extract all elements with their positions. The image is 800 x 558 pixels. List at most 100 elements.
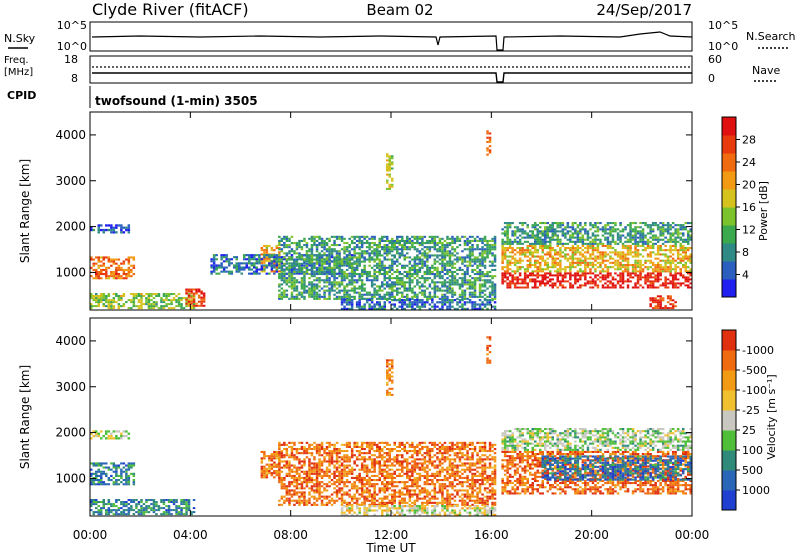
power-cell [584,258,587,260]
power-cell [416,238,419,240]
power-cell [336,296,339,298]
velocity-cell [165,511,168,513]
power-cell [333,250,336,252]
power-cell [567,266,570,268]
power-cell [373,306,376,308]
power-cell [363,261,366,263]
power-cell [185,303,188,305]
power-cell [98,229,101,231]
power-cell [544,264,547,266]
power-cell [579,247,582,249]
power-cell [391,180,394,182]
velocity-cell [133,501,136,503]
power-cell [389,155,392,157]
velocity-cell [125,505,128,507]
power-cell [449,263,452,265]
power-cell [521,260,524,262]
velocity-cell [103,462,106,464]
power-cell [118,303,121,305]
power-cell [368,294,371,296]
power-cell [384,271,387,273]
power-cell [534,243,537,245]
power-cell [662,307,665,309]
power-cell [685,239,688,241]
power-cell [514,284,517,286]
power-cell [454,259,457,261]
power-cell [674,243,677,245]
power-cell [113,227,116,229]
velocity-cell [273,466,276,468]
power-cell [271,267,274,269]
power-cell [584,266,587,268]
power-cell [414,265,417,267]
velocity-cell [103,473,106,475]
velocity-cell [95,435,98,437]
power-cell [140,295,143,297]
power-colorbar-swatch [722,189,736,208]
power-cell [652,301,655,303]
power-cell [411,275,414,277]
power-cell [634,239,637,241]
power-cell [263,262,266,264]
power-cell [394,244,397,246]
power-cell [303,238,306,240]
power-cell [351,254,354,256]
power-cell [100,256,103,258]
power-cell [599,276,602,278]
power-cell [572,228,575,230]
power-cell [619,264,622,266]
power-cell [308,292,311,294]
power-cell [466,256,469,258]
power-cell [368,242,371,244]
power-cell [607,247,610,249]
power-cell [373,250,376,252]
power-cell [469,294,472,296]
power-cell [368,299,371,301]
power-cell [506,230,509,232]
power-cell [461,279,464,281]
power-cell [113,273,116,275]
power-cell [306,254,309,256]
power-cell [416,296,419,298]
power-cell [429,254,432,256]
power-cell [353,254,356,256]
power-cell [409,281,412,283]
velocity-cell [276,466,279,468]
velocity-cell [271,453,274,455]
power-cell [479,288,482,290]
power-cell [343,296,346,298]
power-cell [597,243,600,245]
power-cell [454,250,457,252]
power-cell [303,244,306,246]
power-cell [391,285,394,287]
power-cell [133,303,136,305]
power-cell [213,264,216,266]
power-cell [682,232,685,234]
power-cell [236,262,239,264]
power-cell [557,251,560,253]
power-cell [328,296,331,298]
power-cell [105,295,108,297]
power-cell [506,272,509,274]
power-cell [263,256,266,258]
power-cell [469,248,472,250]
power-cell [353,236,356,238]
power-cell [190,297,193,299]
power-cell [549,280,552,282]
power-cell [589,282,592,284]
power-cell [283,258,286,260]
power-cell [103,259,106,261]
power-cell [461,285,464,287]
power-cell [652,272,655,274]
velocity-cell [148,499,151,501]
velocity-cell [105,509,108,511]
power-cell [584,230,587,232]
power-cell [552,284,555,286]
power-cell [682,258,685,260]
power-cell [348,275,351,277]
power-cell [105,301,108,303]
power-cell [687,235,690,237]
power-cell [542,274,545,276]
power-cell [564,243,567,245]
power-cell [303,296,306,298]
